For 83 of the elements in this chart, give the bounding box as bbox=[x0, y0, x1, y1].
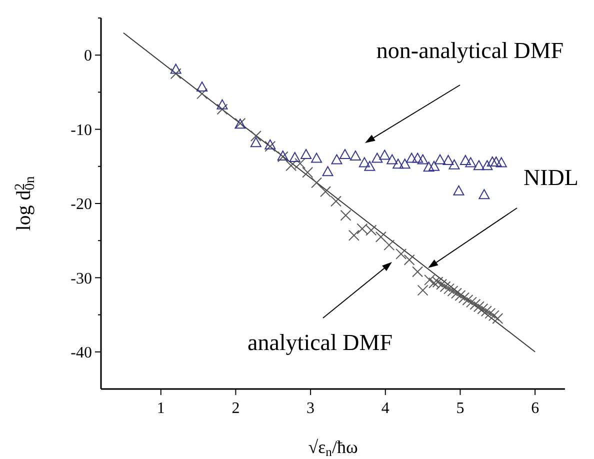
point bbox=[440, 281, 451, 292]
point bbox=[460, 154, 471, 165]
point bbox=[384, 240, 395, 251]
x-axis-title: √ε$_{n}$/ħω bbox=[308, 437, 358, 459]
annotation: non-analytical DMF bbox=[376, 38, 564, 64]
point bbox=[447, 286, 458, 297]
point bbox=[458, 292, 470, 304]
point bbox=[196, 82, 208, 92]
point bbox=[196, 88, 208, 100]
point bbox=[348, 230, 360, 241]
point bbox=[404, 254, 415, 266]
point bbox=[473, 160, 484, 170]
point bbox=[442, 154, 454, 165]
point bbox=[478, 189, 490, 200]
y-tick-label: 0 bbox=[84, 48, 92, 65]
point bbox=[486, 156, 498, 166]
point bbox=[264, 140, 276, 152]
point bbox=[331, 154, 342, 164]
x-tick-label: 4 bbox=[381, 400, 390, 417]
point bbox=[386, 154, 398, 164]
annotation: analytical DMF bbox=[248, 330, 392, 356]
x-tick-label: 2 bbox=[232, 400, 240, 417]
y-tick-label: -40 bbox=[70, 344, 92, 362]
point bbox=[375, 231, 386, 242]
annotation: NIDL bbox=[524, 165, 578, 190]
point bbox=[372, 152, 383, 163]
point bbox=[454, 290, 466, 302]
point bbox=[289, 152, 300, 162]
point bbox=[477, 303, 488, 314]
point bbox=[364, 160, 376, 171]
point bbox=[417, 284, 428, 296]
y-tick-label: -10 bbox=[70, 122, 92, 139]
point bbox=[330, 196, 342, 207]
point bbox=[488, 310, 500, 322]
point bbox=[465, 157, 476, 168]
point bbox=[480, 306, 492, 317]
point bbox=[482, 160, 493, 170]
point bbox=[423, 162, 434, 172]
point bbox=[473, 301, 484, 312]
point bbox=[302, 166, 314, 178]
y-tick-label: -20 bbox=[70, 196, 92, 214]
point bbox=[470, 298, 481, 310]
point bbox=[379, 150, 390, 160]
point bbox=[216, 99, 228, 110]
point bbox=[340, 210, 352, 221]
point bbox=[496, 157, 507, 168]
x-tick-label: 5 bbox=[456, 400, 464, 417]
x-tick-label: 6 bbox=[531, 400, 540, 417]
point bbox=[406, 152, 418, 163]
point bbox=[448, 159, 460, 170]
point bbox=[300, 149, 312, 160]
point bbox=[417, 154, 428, 164]
point bbox=[358, 157, 370, 168]
point bbox=[339, 149, 350, 160]
point bbox=[311, 177, 322, 188]
point bbox=[399, 158, 410, 169]
point bbox=[311, 152, 322, 163]
point bbox=[450, 288, 462, 299]
point bbox=[462, 294, 474, 306]
point bbox=[320, 186, 332, 198]
point bbox=[392, 158, 404, 169]
point bbox=[444, 283, 454, 294]
point bbox=[170, 64, 182, 74]
point bbox=[453, 185, 464, 196]
y-tick-label: -30 bbox=[70, 270, 92, 288]
x-tick-label: 1 bbox=[156, 400, 165, 417]
point bbox=[466, 296, 477, 308]
point bbox=[396, 248, 407, 260]
point bbox=[484, 308, 496, 319]
point bbox=[250, 137, 262, 148]
x-tick-label: 3 bbox=[306, 400, 315, 417]
point bbox=[412, 266, 424, 278]
point bbox=[250, 130, 262, 142]
point bbox=[350, 150, 361, 161]
point bbox=[264, 139, 276, 150]
point bbox=[490, 156, 502, 166]
point bbox=[412, 152, 424, 163]
point bbox=[322, 166, 334, 176]
point bbox=[170, 68, 182, 80]
point bbox=[434, 154, 446, 164]
point bbox=[492, 313, 504, 324]
point bbox=[428, 160, 440, 171]
point bbox=[216, 104, 228, 115]
